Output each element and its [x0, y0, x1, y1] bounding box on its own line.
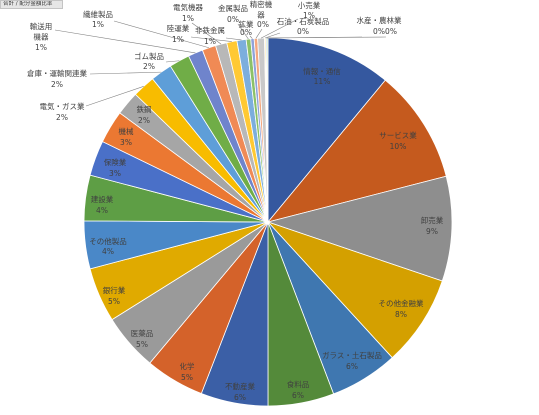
leader-line-17 [89, 71, 162, 75]
leader-line-30 [267, 36, 387, 39]
slice-percent-label-8: 5% [181, 373, 193, 382]
slice-name-label-23: 非鉄金属 [195, 25, 225, 35]
slice-name-label-4: その他金融業 [379, 298, 424, 308]
leader-line-27 [260, 18, 299, 39]
slice-percent-label-19: 1% [35, 43, 47, 52]
slice-percent-label-26: 0% [257, 20, 269, 29]
leader-line-20 [113, 20, 210, 49]
slice-name-label-5: ガラス・土石製品 [322, 350, 382, 360]
slice-percent-label-21: 1% [182, 14, 194, 23]
slice-percent-label-22: 1% [172, 35, 184, 44]
slice-percent-label-5: 6% [346, 362, 358, 371]
slice-name-label-29: 水産・農林業 [357, 15, 402, 25]
leader-line-16 [85, 86, 144, 107]
slice-name-label-24: 金属製品 [218, 3, 248, 13]
pie-slices [83, 37, 453, 407]
slice-name-label-26: 精密機器 [250, 0, 273, 20]
slice-percent-label-6: 6% [292, 391, 304, 400]
leader-line-19 [54, 29, 196, 54]
slice-name-label-8: 化学 [180, 361, 195, 371]
slice-percent-label-30: 0% [385, 27, 397, 36]
slice-percent-label-7: 6% [234, 393, 246, 402]
slice-percent-label-11: 4% [102, 247, 114, 256]
leader-line-25 [249, 35, 253, 39]
leader-line-22 [190, 36, 232, 42]
slice-percent-label-16: 2% [56, 113, 68, 122]
slice-name-label-2: サービス業 [379, 130, 417, 140]
slice-percent-label-28: 0% [297, 27, 309, 36]
slice-percent-label-18: 2% [143, 62, 155, 71]
leader-line-21 [191, 22, 222, 45]
slice-percent-label-3: 9% [426, 227, 438, 236]
slice-name-label-6: 食料品 [287, 379, 310, 389]
slice-name-label-1: 情報・通信 [303, 66, 341, 76]
slice-percent-label-25: 0% [240, 28, 252, 37]
slice-name-label-18: ゴム製品 [134, 51, 164, 61]
slice-percent-label-10: 5% [108, 297, 120, 306]
slice-name-label-12: 建設業 [91, 194, 114, 204]
slice-percent-label-15: 2% [138, 116, 150, 125]
slice-name-label-17: 倉庫・運輸関連業 [27, 68, 87, 78]
slice-name-label-10: 銀行業 [103, 285, 126, 295]
pie-slice-4[interactable] [267, 221, 443, 359]
pivot-field-button[interactable]: 合計 / 配分金額比率 [0, 0, 63, 9]
slice-name-label-20: 繊維製品 [83, 9, 113, 19]
slice-name-label-9: 医薬品 [131, 328, 154, 338]
slice-percent-label-9: 5% [136, 340, 148, 349]
leader-line-28 [265, 32, 281, 39]
slice-percent-label-20: 1% [92, 20, 104, 29]
slice-name-label-3: 卸売業 [421, 215, 444, 225]
slice-percent-label-23: 1% [204, 37, 216, 46]
slice-percent-label-27: 1% [303, 11, 315, 20]
slice-name-label-7: 不動産業 [225, 381, 255, 391]
leader-line-24 [237, 23, 249, 40]
leader-lines [54, 18, 387, 107]
slice-percent-label-24: 0% [227, 15, 239, 24]
slice-percent-label-4: 8% [395, 310, 407, 319]
slice-name-label-14: 機械 [119, 126, 134, 136]
pie-slice-2[interactable] [266, 79, 447, 223]
slice-percent-label-1: 11% [314, 77, 331, 86]
slice-name-label-21: 電気機器 [173, 2, 203, 12]
slice-percent-label-17: 2% [51, 80, 63, 89]
slice-name-label-27: 小売業 [298, 0, 321, 10]
slice-name-label-16: 電気・ガス業 [40, 101, 85, 111]
pie-slice-3[interactable] [266, 175, 453, 282]
leader-line-18 [165, 60, 180, 63]
slice-name-label-11: その他製品 [89, 236, 127, 246]
leader-line-23 [225, 37, 242, 41]
slice-name-label-15: 鉄鋼 [137, 104, 152, 114]
slice-percent-label-2: 10% [390, 142, 407, 151]
slice-name-label-13: 保険業 [104, 157, 127, 167]
slice-percent-label-14: 3% [120, 138, 132, 147]
slice-name-label-25: 鉱業 [239, 19, 254, 29]
slice-percent-label-12: 4% [96, 206, 108, 215]
slice-name-label-19: 輸送用機器 [30, 21, 53, 42]
slice-name-label-28: 石油・石炭製品 [277, 16, 330, 26]
slice-percent-label-29: 0% [373, 27, 385, 36]
slice-percent-label-13: 3% [109, 169, 121, 178]
leader-line-26 [255, 28, 263, 39]
slice-name-label-22: 陸運業 [167, 23, 190, 33]
